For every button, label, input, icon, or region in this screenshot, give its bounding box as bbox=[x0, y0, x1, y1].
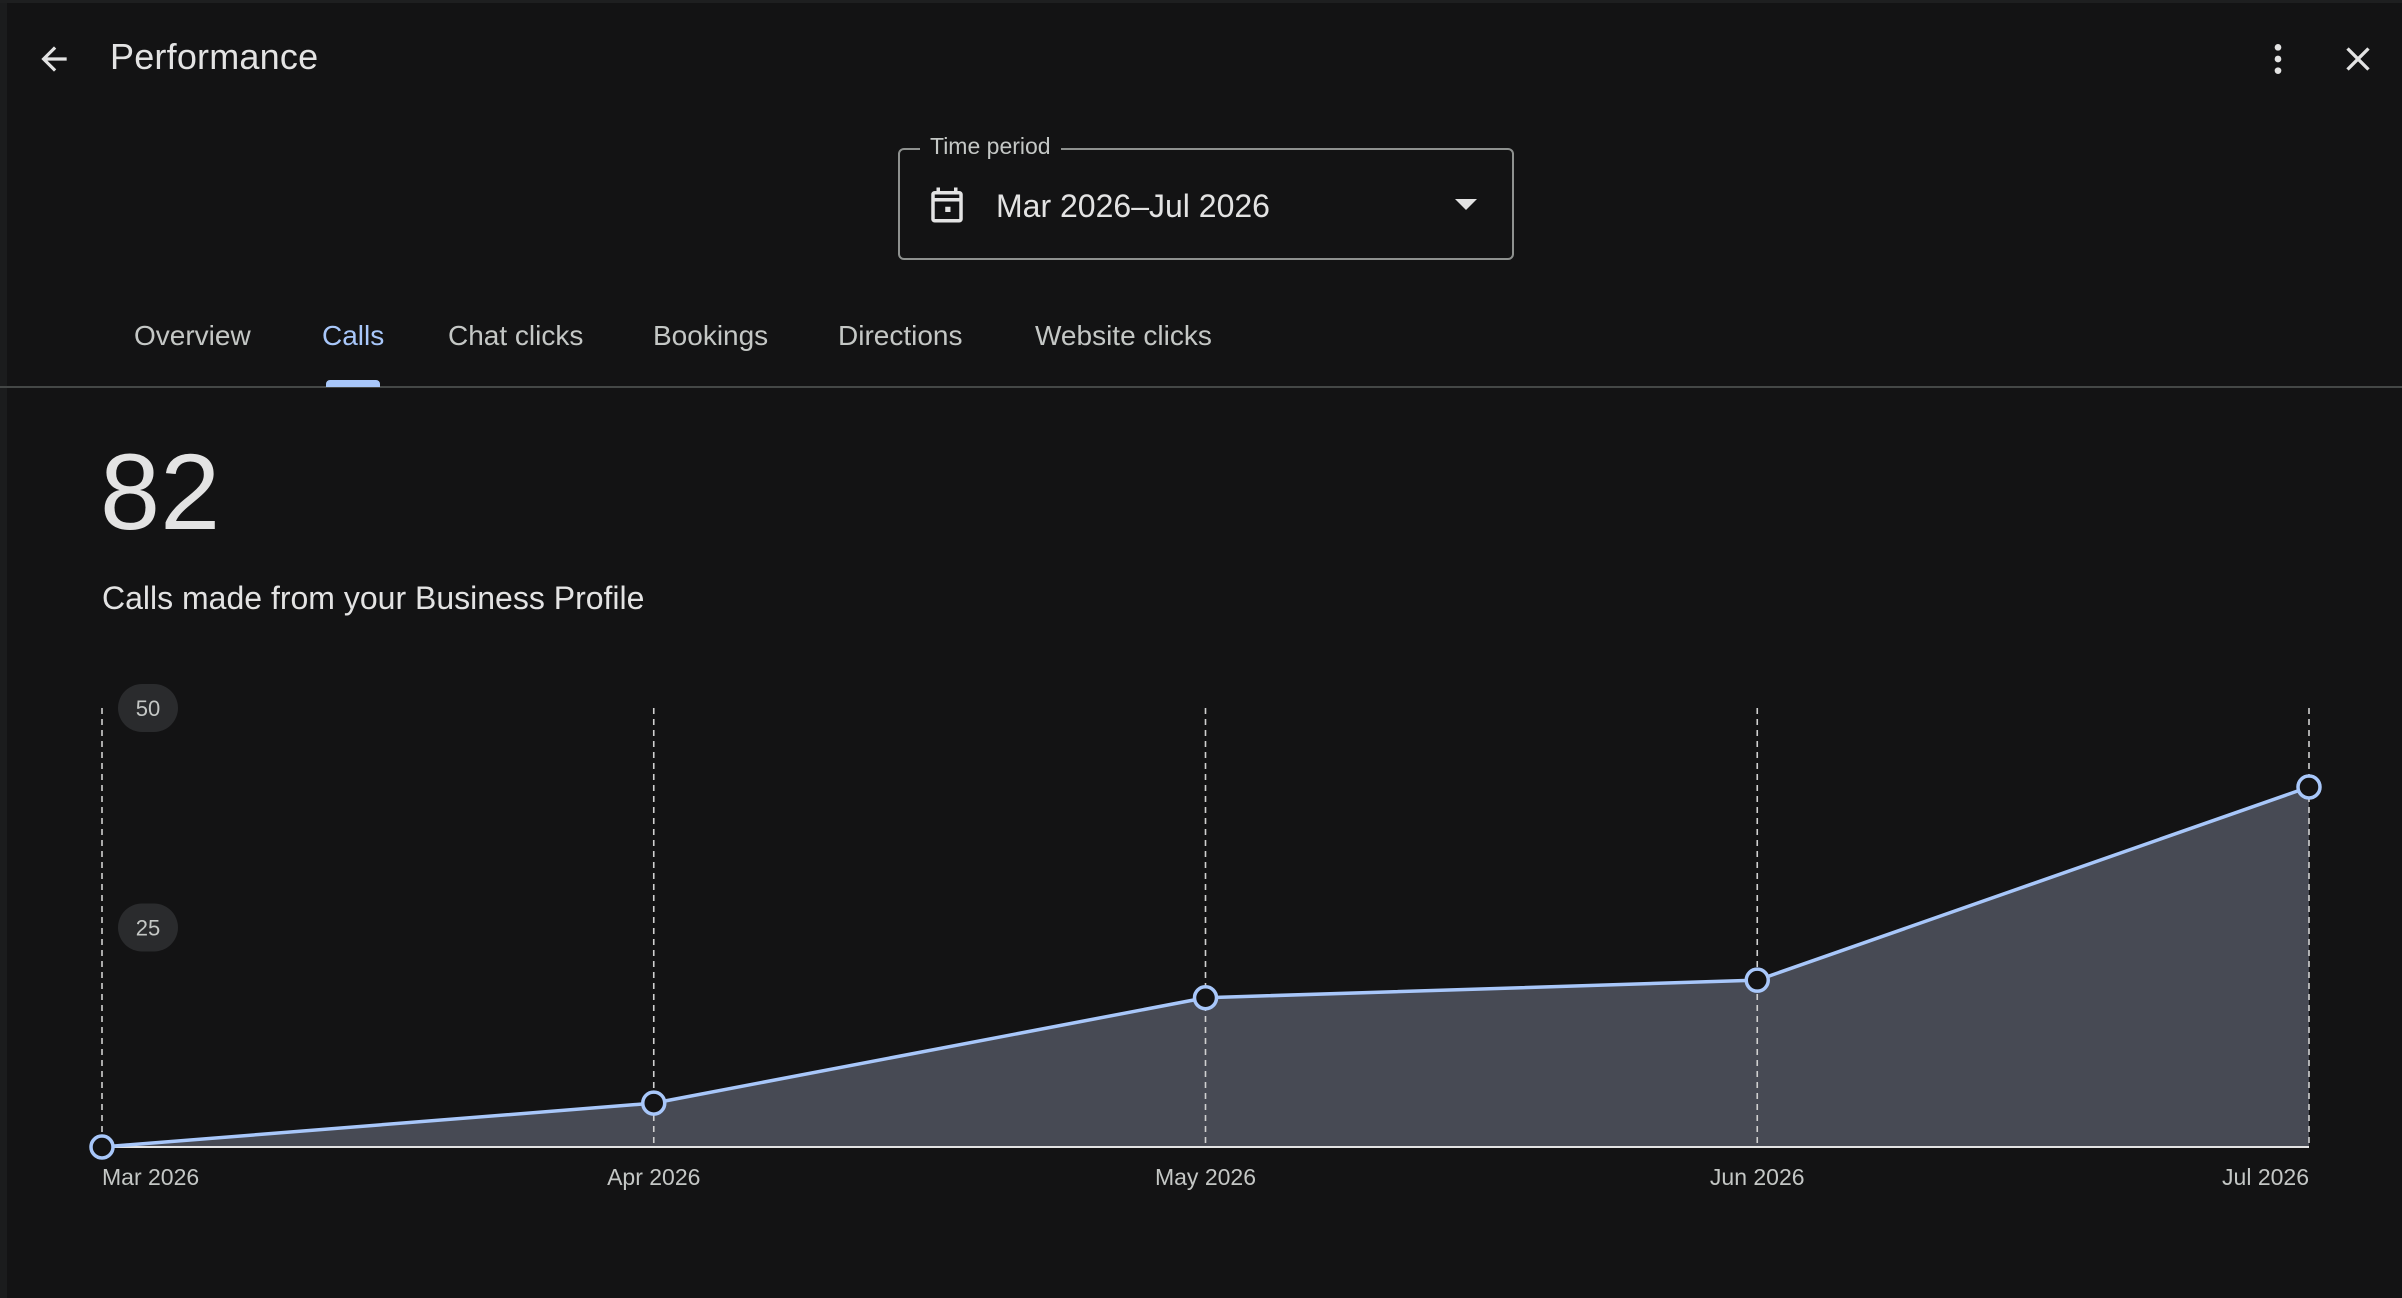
tab-calls[interactable]: Calls bbox=[322, 320, 385, 351]
tab-bookings[interactable]: Bookings bbox=[653, 320, 769, 351]
area-fill bbox=[102, 787, 2309, 1147]
close-icon bbox=[2346, 47, 2370, 71]
x-tick-label-2: May 2026 bbox=[1155, 1164, 1256, 1190]
tab-website-clicks[interactable]: Website clicks bbox=[1035, 320, 1212, 351]
time-period-select[interactable]: Time period Mar 2026–Jul 2026 bbox=[898, 133, 1514, 260]
data-point-0[interactable] bbox=[89, 1134, 115, 1160]
series-line bbox=[101, 785, 2310, 1149]
y-tick-pill-25 bbox=[118, 903, 178, 952]
x-tick-label-1: Apr 2026 bbox=[607, 1164, 700, 1190]
data-point-3[interactable] bbox=[1744, 967, 1770, 993]
data-point-4[interactable] bbox=[2296, 774, 2322, 800]
y-tick-label-25: 25 bbox=[136, 916, 160, 941]
page-title: Performance bbox=[110, 36, 319, 77]
y-tick-pill-50 bbox=[118, 684, 178, 732]
data-point-1[interactable] bbox=[641, 1090, 667, 1116]
tab-overview[interactable]: Overview bbox=[134, 320, 251, 351]
arrow-back-icon bbox=[41, 46, 67, 72]
dialog-top-border bbox=[0, 0, 2402, 3]
x-tick-label-3: Jun 2026 bbox=[1710, 1164, 1805, 1190]
back-button[interactable] bbox=[22, 27, 86, 91]
background-page-edge bbox=[0, 0, 7, 1298]
time-period-value: Mar 2026–Jul 2026 bbox=[996, 188, 1270, 224]
metric-label: Calls made from your Business Profile bbox=[102, 580, 645, 616]
active-tab-indicator bbox=[326, 380, 380, 387]
close-button[interactable] bbox=[2326, 27, 2390, 91]
time-period-label: Time period bbox=[920, 133, 1061, 160]
data-point-2[interactable] bbox=[1192, 984, 1219, 1011]
calendar-icon bbox=[931, 187, 963, 223]
metric-value: 82 bbox=[100, 431, 221, 552]
x-tick-label-4: Jul 2026 bbox=[2222, 1164, 2309, 1190]
tab-chat-clicks[interactable]: Chat clicks bbox=[448, 320, 584, 351]
dropdown-arrow-icon bbox=[1455, 199, 1477, 210]
more-options-button[interactable] bbox=[2246, 27, 2310, 91]
tab-bar: Overview Calls Chat clicks Bookings Dire… bbox=[0, 300, 2402, 388]
y-tick-label-50: 50 bbox=[136, 696, 160, 721]
more-vert-icon bbox=[2274, 44, 2282, 74]
tab-directions[interactable]: Directions bbox=[838, 320, 963, 351]
x-tick-label-0: Mar 2026 bbox=[102, 1164, 199, 1190]
